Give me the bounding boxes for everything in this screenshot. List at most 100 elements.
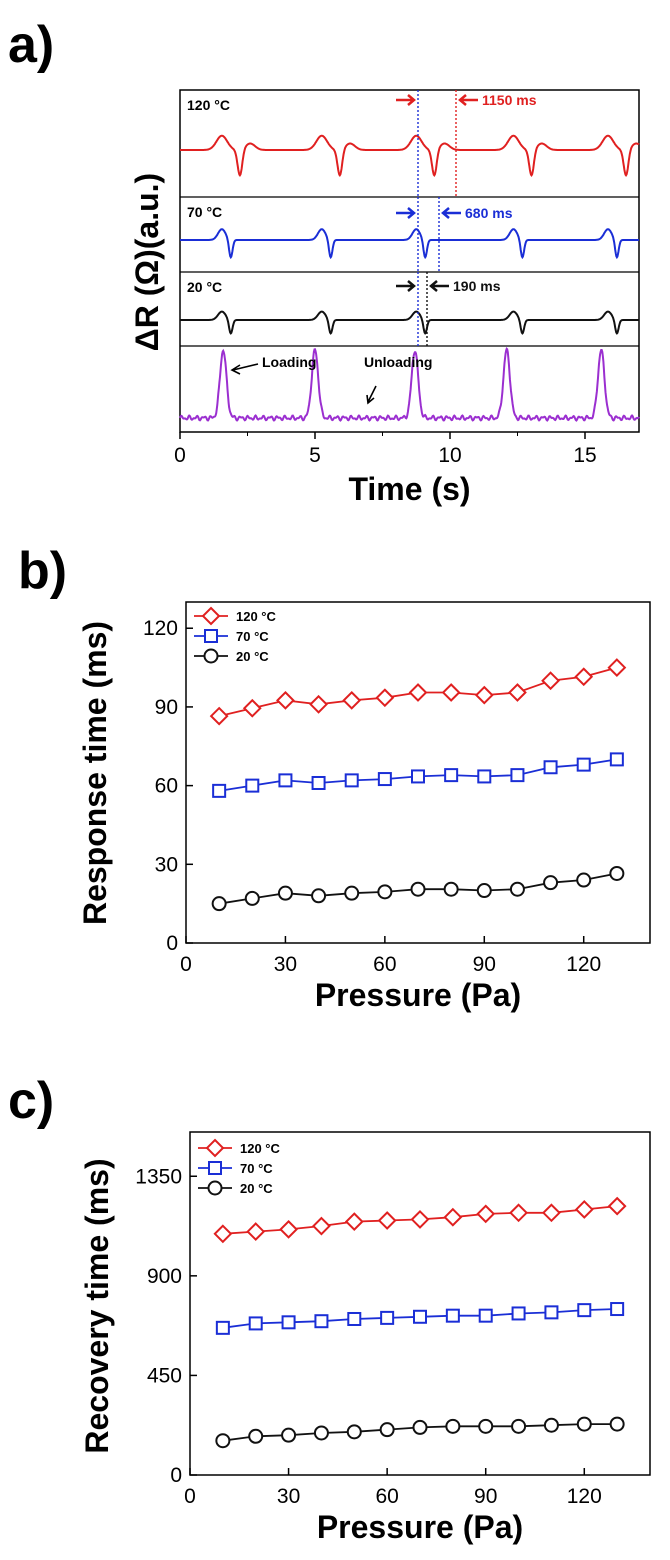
x-tick-label: 30 <box>277 1485 300 1508</box>
data-point-blue <box>245 778 260 793</box>
data-point-red <box>508 683 527 702</box>
data-point-red <box>607 658 627 677</box>
trace-blue <box>180 228 639 260</box>
data-point-red <box>476 1204 496 1224</box>
x-tick-label: 10 <box>438 444 461 467</box>
y-tick-label: 1350 <box>135 1165 182 1188</box>
x-tick-label: 90 <box>473 953 496 976</box>
data-point-red <box>410 1209 430 1229</box>
y-tick-label: 0 <box>166 932 178 955</box>
response-time-annotation: 190 ms <box>453 278 501 294</box>
data-point-blue <box>347 1311 362 1326</box>
data-point-red <box>474 685 494 705</box>
data-point-blue <box>544 1305 559 1320</box>
data-point-blue <box>576 757 591 772</box>
data-point-red <box>441 683 461 702</box>
data-point-black <box>244 890 260 906</box>
data-point-blue <box>510 768 525 783</box>
data-point-red <box>574 667 594 687</box>
y-tick-label: 120 <box>143 617 178 640</box>
y-tick-label: 30 <box>155 853 178 876</box>
x-tick-label: 60 <box>375 1485 398 1508</box>
arrow-right-icon <box>396 94 416 106</box>
arrow-right-icon <box>396 207 416 219</box>
data-point-black <box>281 1427 297 1443</box>
arrow-icon <box>230 363 259 375</box>
y-tick-label: 60 <box>155 775 178 798</box>
data-point-blue <box>344 773 359 788</box>
legend-label: 70 °C <box>240 1161 273 1176</box>
data-point-black <box>476 883 492 899</box>
x-axis-title: Pressure (Pa) <box>317 1509 523 1545</box>
y-axis-title: Response time (ms) <box>77 621 113 925</box>
x-tick-label: 90 <box>474 1485 497 1508</box>
data-point-red <box>408 683 428 702</box>
x-tick-label: 0 <box>180 953 192 976</box>
x-tick-label: 5 <box>309 444 321 467</box>
data-point-blue <box>411 769 425 784</box>
x-tick-label: 0 <box>184 1485 196 1508</box>
data-point-blue <box>215 1320 230 1335</box>
data-point-red <box>375 688 395 708</box>
trace-label: 120 °C <box>187 97 230 113</box>
data-point-black <box>377 884 393 900</box>
x-tick-label: 120 <box>566 953 601 976</box>
unloading-label: Unloading <box>364 354 432 370</box>
arrow-icon <box>366 385 377 405</box>
data-point-blue <box>212 783 227 798</box>
data-point-blue <box>380 1310 395 1325</box>
data-point-red <box>309 694 328 714</box>
legend-marker <box>205 1138 225 1158</box>
data-point-blue <box>478 1308 493 1323</box>
y-tick-label: 900 <box>147 1265 182 1288</box>
data-point-black <box>609 1416 625 1432</box>
data-point-black <box>215 1433 231 1449</box>
legend-label: 120 °C <box>236 609 277 624</box>
data-point-blue <box>278 773 293 788</box>
legend-marker <box>201 606 221 626</box>
data-point-black <box>248 1428 264 1444</box>
y-tick-label: 0 <box>170 1464 182 1487</box>
panel-label: b) <box>18 542 67 600</box>
data-point-black <box>445 1418 461 1434</box>
x-tick-label: 15 <box>573 444 596 467</box>
data-point-red <box>574 1200 594 1219</box>
legend-marker <box>204 629 218 643</box>
plot-frame <box>185 601 651 944</box>
x-tick-label: 0 <box>174 444 186 467</box>
data-point-blue <box>444 768 459 783</box>
data-point-blue <box>610 1302 625 1317</box>
trace-label: 70 °C <box>187 204 222 220</box>
legend-marker <box>208 1161 222 1175</box>
legend-marker <box>203 648 219 664</box>
data-point-black <box>277 885 293 901</box>
data-point-red <box>209 706 229 726</box>
trace-red <box>180 134 640 177</box>
data-point-black <box>609 865 625 881</box>
legend-label: 20 °C <box>240 1181 273 1196</box>
data-point-black <box>511 1418 527 1434</box>
panel-a: a) 0 5 10 15 Time (s) ΔR (Ω)(a.u.) 120 °C 70 °C 2… <box>8 16 640 507</box>
data-point-blue <box>577 1303 592 1318</box>
data-point-black <box>346 1424 362 1440</box>
data-point-black <box>478 1418 494 1434</box>
data-point-red <box>443 1207 463 1227</box>
data-point-red <box>541 671 560 691</box>
data-point-blue <box>445 1308 460 1323</box>
x-axis-title: Time (s) <box>348 471 470 507</box>
y-tick-label: 450 <box>147 1364 182 1387</box>
data-point-blue <box>314 1314 329 1329</box>
data-point-red <box>377 1211 397 1230</box>
y-axis-title: Recovery time (ms) <box>79 1158 115 1453</box>
trace-black <box>180 310 639 335</box>
data-point-black <box>509 881 525 897</box>
data-point-black <box>443 881 459 897</box>
data-point-black <box>410 881 426 897</box>
data-point-red <box>509 1203 528 1223</box>
x-tick-label: 30 <box>274 953 297 976</box>
data-point-black <box>311 888 327 904</box>
loading-label: Loading <box>262 354 316 370</box>
data-point-red <box>607 1196 627 1216</box>
panel-c: c) 0 30 60 90 120 0 450 900 1350 Pressure (Pa) Reco… <box>8 1072 651 1545</box>
data-point-blue <box>543 760 558 775</box>
